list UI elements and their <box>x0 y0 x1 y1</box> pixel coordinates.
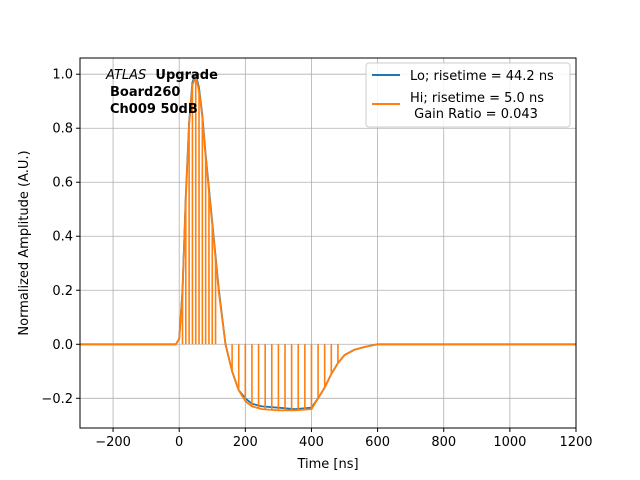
x-tick-label: 1200 <box>559 435 592 450</box>
x-axis-label: Time [ns] <box>296 457 358 472</box>
x-tick-label: 0 <box>175 435 183 450</box>
annotation-atlas: ATLAS <box>105 68 146 83</box>
y-tick-label: 0.8 <box>52 122 73 137</box>
x-tick-label: 400 <box>299 435 324 450</box>
legend-label-lo: Lo; risetime = 44.2 ns <box>410 69 554 84</box>
plot-frame <box>79 57 577 429</box>
series-line-1 <box>80 76 576 412</box>
series-layer <box>80 73 576 412</box>
y-tick-label: 0.4 <box>52 230 73 245</box>
y-tick-label: 0.0 <box>52 338 73 353</box>
annotation-upgrade: Upgrade <box>155 68 218 83</box>
x-tick-label: 1000 <box>493 435 526 450</box>
y-axis-label: Normalized Amplitude (A.U.) <box>17 150 32 335</box>
legend-label-hi: Hi; risetime = 5.0 ns Gain Ratio = 0.043 <box>410 91 548 122</box>
annotation-channel: Ch009 50dB <box>110 102 198 117</box>
x-tick-label: 600 <box>365 435 390 450</box>
x-tick-label: 200 <box>233 435 258 450</box>
legend: Lo; risetime = 44.2 ns Hi; risetime = 5.… <box>365 62 571 128</box>
atlas-annotation: ATLAS Upgrade Board260 Ch009 50dB <box>105 68 218 117</box>
x-tick-label: 800 <box>431 435 456 450</box>
annotation-board: Board260 <box>110 85 180 100</box>
x-tick-label: −200 <box>95 435 131 450</box>
y-tick-label: 0.2 <box>52 284 73 299</box>
axis-ticks: −200 0 200 400 600 800 1000 1200 −0.2 0.0 0.2 0.4 0.… <box>41 68 592 450</box>
y-tick-label: 0.6 <box>52 176 73 191</box>
y-tick-label: 1.0 <box>52 68 73 83</box>
svg-text:ATLAS Upgrade: ATLAS Upgrade <box>105 68 218 83</box>
legend-box <box>365 62 571 128</box>
y-tick-label: −0.2 <box>41 392 73 407</box>
